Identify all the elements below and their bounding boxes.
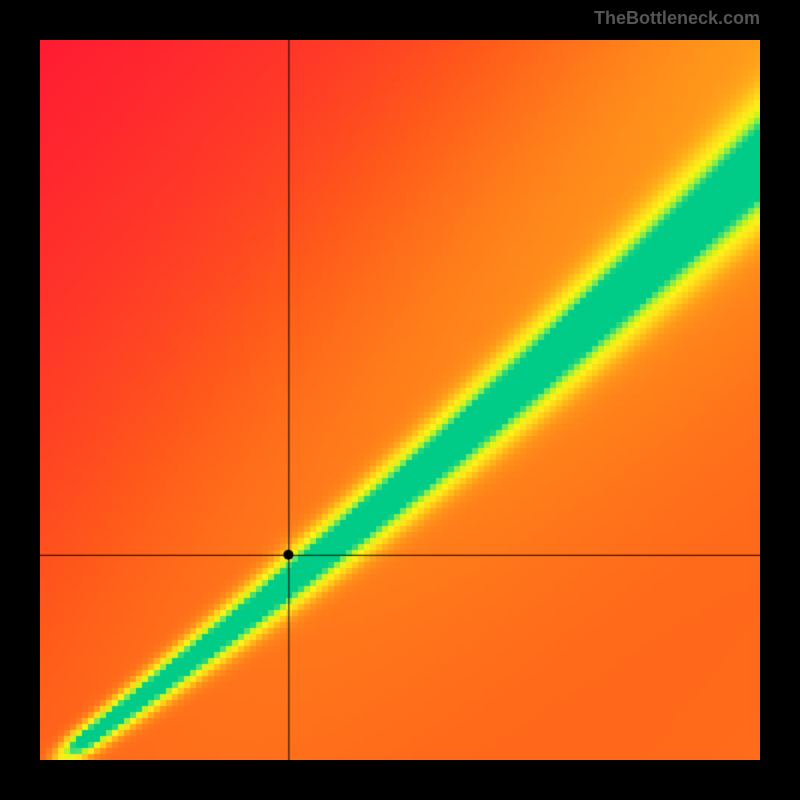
heatmap-canvas xyxy=(40,40,760,760)
watermark-text: TheBottleneck.com xyxy=(594,8,760,29)
heatmap-plot-area xyxy=(40,40,760,760)
